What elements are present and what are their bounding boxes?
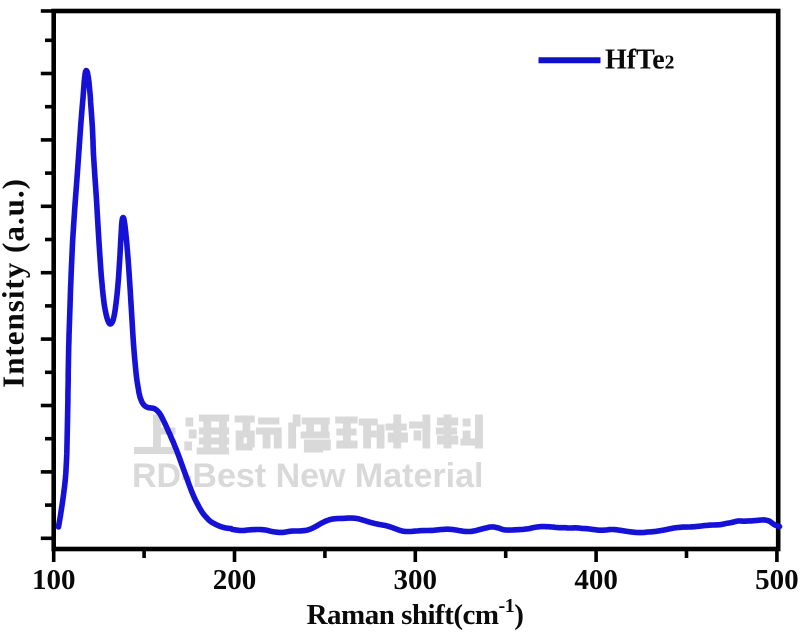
svg-text:200: 200 <box>213 564 257 596</box>
svg-text:400: 400 <box>574 564 618 596</box>
svg-text:300: 300 <box>394 564 438 596</box>
svg-text:500: 500 <box>755 564 799 596</box>
svg-text:Raman shift(cm-1): Raman shift(cm-1) <box>307 595 524 631</box>
svg-text:Intensity (a.u.): Intensity (a.u.) <box>0 178 31 388</box>
svg-text:HfTe2: HfTe2 <box>605 45 674 76</box>
svg-text:100: 100 <box>32 564 76 596</box>
